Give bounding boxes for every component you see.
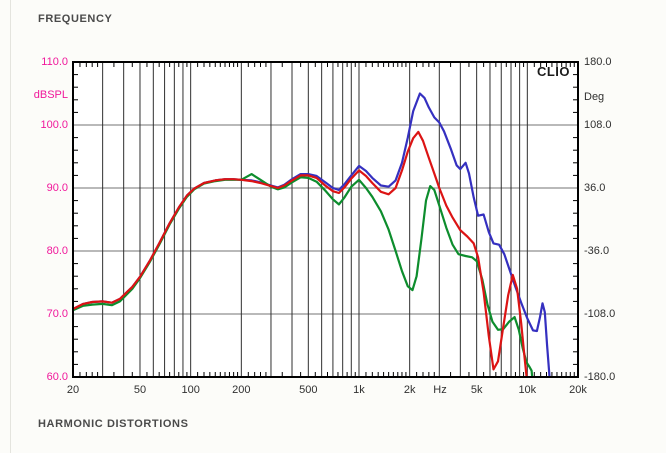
x-tick-label: 500 — [299, 384, 318, 396]
y-right-axis-unit: Deg — [584, 91, 605, 103]
y-left-axis-unit: dBSPL — [33, 89, 68, 101]
y-left-tick-label: 80.0 — [46, 245, 68, 257]
y-left-tick-label: 60.0 — [46, 371, 68, 383]
x-tick-label: 100 — [181, 384, 200, 396]
x-tick-label: 1k — [353, 384, 365, 396]
y-right-tick-label: 180.0 — [584, 56, 612, 68]
harmonic-distortions-section-title: HARMONIC DISTORTIONS — [38, 418, 189, 430]
panel-edge-line — [10, 0, 11, 453]
y-left-tick-label: 110.0 — [41, 56, 68, 68]
x-tick-label: 5k — [470, 384, 483, 396]
x-tick-label: 50 — [133, 384, 147, 396]
y-right-tick-label: 36.0 — [584, 182, 606, 194]
y-left-tick-label: 70.0 — [46, 308, 68, 320]
chart-section-title: FREQUENCY — [38, 13, 113, 25]
x-tick-label: 20 — [66, 384, 80, 396]
x-tick-label: 200 — [232, 384, 251, 396]
y-right-tick-label: -108.0 — [584, 308, 616, 320]
clio-brand-label: CLIO — [536, 64, 570, 79]
y-right-tick-label: -36.0 — [584, 245, 610, 257]
y-left-tick-label: 90.0 — [46, 182, 68, 194]
plot-border — [72, 61, 579, 378]
x-tick-label: 10k — [518, 384, 537, 396]
x-tick-label: 2k — [403, 384, 416, 396]
x-axis-unit-label: Hz — [433, 384, 447, 396]
y-left-tick-label: 100.0 — [40, 119, 68, 131]
x-tick-label: 20k — [569, 384, 587, 396]
red-trace — [73, 130, 528, 377]
y-right-tick-label: 108.0 — [584, 119, 612, 131]
y-right-tick-label: -180.0 — [584, 371, 616, 383]
